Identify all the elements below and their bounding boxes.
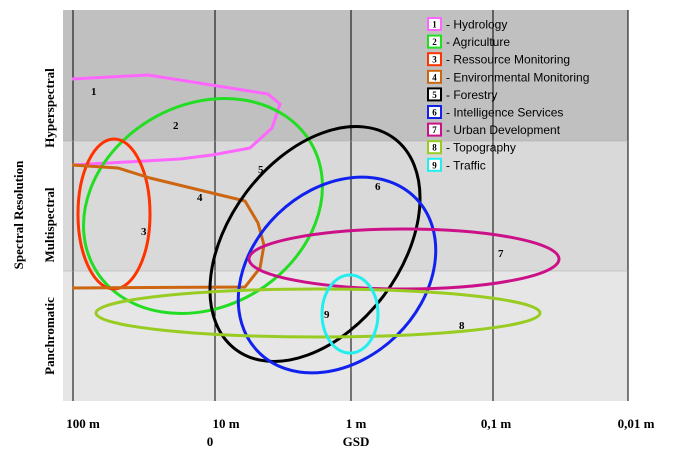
legend-item-3: 3 - Ressource Monitoring [427, 52, 570, 67]
legend-swatch-5 [427, 87, 442, 102]
shape-label-6: 6 [375, 181, 381, 193]
legend-item-1: 1 - Hydrology [427, 17, 507, 32]
legend-item-6: 6 - Intelligence Services [427, 105, 563, 120]
multispectral-band [63, 141, 628, 271]
legend: 1 - Hydrology 2 - Agriculture 3 - Ressource M… [427, 17, 589, 172]
traffic-ellipse [320, 273, 380, 355]
legend-label-5: - Forestry [446, 88, 497, 102]
legend-number-9: 9 [432, 160, 437, 170]
agriculture-ellipse [82, 96, 324, 316]
legend-number-5: 5 [432, 90, 437, 100]
x-axis-label: GSD [343, 434, 370, 449]
legend-label-9: - Traffic [446, 158, 486, 172]
legend-item-2: 2 - Agriculture [427, 34, 510, 49]
shape-label-3: 3 [141, 226, 147, 238]
forestry-ellipse [208, 125, 422, 363]
legend-item-8: 8 - Topography [427, 140, 516, 155]
environmental-monitoring-shape [71, 163, 266, 290]
legend-swatch-6 [427, 105, 442, 119]
legend-label-7: - Urban Development [446, 123, 561, 137]
legend-number-8: 8 [432, 143, 437, 153]
shape-label-9: 9 [324, 309, 330, 321]
x-tick-0-1m: 0,1 m [481, 416, 512, 431]
legend-label-2: - Agriculture [446, 35, 510, 49]
x-zero-label: 0 [207, 434, 214, 449]
legend-number-6: 6 [432, 108, 437, 118]
legend-number-4: 4 [432, 72, 437, 82]
legend-item-5: 5 - Forestry [427, 87, 497, 102]
legend-swatch-4 [427, 69, 442, 84]
legend-number-7: 7 [432, 125, 437, 135]
legend-number-1: 1 [432, 20, 437, 30]
legend-swatch-7 [427, 122, 442, 137]
legend-number-2: 2 [432, 37, 437, 47]
shape-label-7: 7 [498, 248, 504, 260]
legend-swatch-9 [427, 157, 442, 172]
legend-number-3: 3 [432, 55, 437, 65]
shape-label-5: 5 [258, 164, 264, 176]
legend-item-9: 9 - Traffic [427, 157, 486, 172]
legend-swatch-3 [427, 52, 442, 67]
legend-item-7: 7 - Urban Development [427, 122, 561, 137]
shape-label-2: 2 [173, 120, 179, 132]
hydrology-shape [71, 73, 282, 167]
x-tick-1m: 1 m [346, 416, 367, 431]
shape-label-4: 4 [197, 192, 203, 204]
legend-swatch-8 [427, 140, 442, 155]
topography-ellipse [94, 287, 542, 339]
legend-label-6: - Intelligence Services [446, 106, 563, 120]
band-label-multispectral: Multispectral [42, 187, 57, 262]
urban-development-ellipse [247, 227, 561, 291]
legend-label-8: - Topography [446, 141, 516, 155]
shape-label-8: 8 [459, 320, 465, 332]
legend-label-3: - Ressource Monitoring [446, 53, 570, 67]
x-tick-100m: 100 m [66, 416, 100, 431]
shape-label-1: 1 [91, 86, 97, 98]
legend-label-4: - Environmental Monitoring [446, 70, 589, 84]
legend-swatch-1 [427, 17, 442, 31]
x-tick-10m: 10 m [212, 416, 239, 431]
band-label-panchromatic: Panchromatic [42, 297, 57, 375]
x-tick-0-01m: 0,01 m [618, 416, 655, 431]
y-axis-label: Spectral Resolution [11, 160, 26, 269]
legend-label-1: - Hydrology [446, 18, 507, 32]
legend-swatch-2 [427, 34, 442, 49]
legend-item-4: 4 - Environmental Monitoring [427, 69, 589, 84]
band-label-hyperspectral: Hyperspectral [42, 68, 57, 148]
